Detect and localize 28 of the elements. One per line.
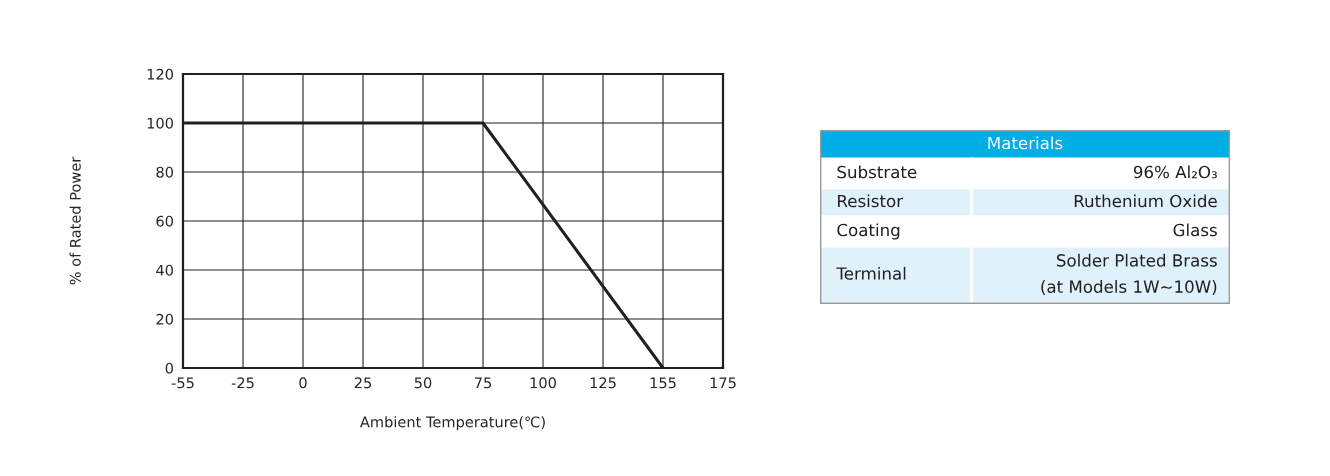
y-tick-label: 120: [147, 68, 173, 80]
x-tick-label: -55: [171, 377, 194, 389]
x-tick-label: 100: [530, 377, 556, 389]
category-label: Coating: [837, 223, 900, 240]
text: Ruthenium Oxide: [1074, 194, 1217, 208]
y-tick-label: 80: [156, 166, 173, 178]
category-label: Resistor: [838, 194, 904, 208]
x-axis-title: Ambient Temperature(℃): [360, 416, 545, 431]
x-tick-label: 125: [590, 377, 616, 389]
y-tick-label: 20: [156, 313, 173, 325]
y-tick-label: 40: [156, 264, 173, 276]
text: Materials: [988, 136, 1063, 150]
y-axis-title: % of Rated Power: [69, 156, 81, 285]
y-tick-label: 0: [165, 362, 173, 374]
text: 96% Al₂O₃: [1133, 165, 1217, 179]
y-tick-label: 100: [147, 117, 173, 129]
text: Solder Plated Brass (at Models 1W~10W): [1041, 253, 1217, 295]
x-tick-label: 75: [474, 377, 491, 389]
x-tick-label: 50: [414, 377, 432, 389]
x-tick-label: 25: [354, 377, 371, 389]
x-tick-label: 155: [650, 377, 676, 389]
category-label: Terminal: [836, 266, 906, 280]
y-tick-label: 60: [156, 215, 173, 227]
x-tick-label: 175: [710, 377, 736, 389]
category-label: Substrate: [837, 165, 917, 179]
text: Glass: [1173, 223, 1217, 237]
x-tick-label: -25: [231, 377, 254, 389]
x-tick-label: 0: [299, 377, 307, 389]
